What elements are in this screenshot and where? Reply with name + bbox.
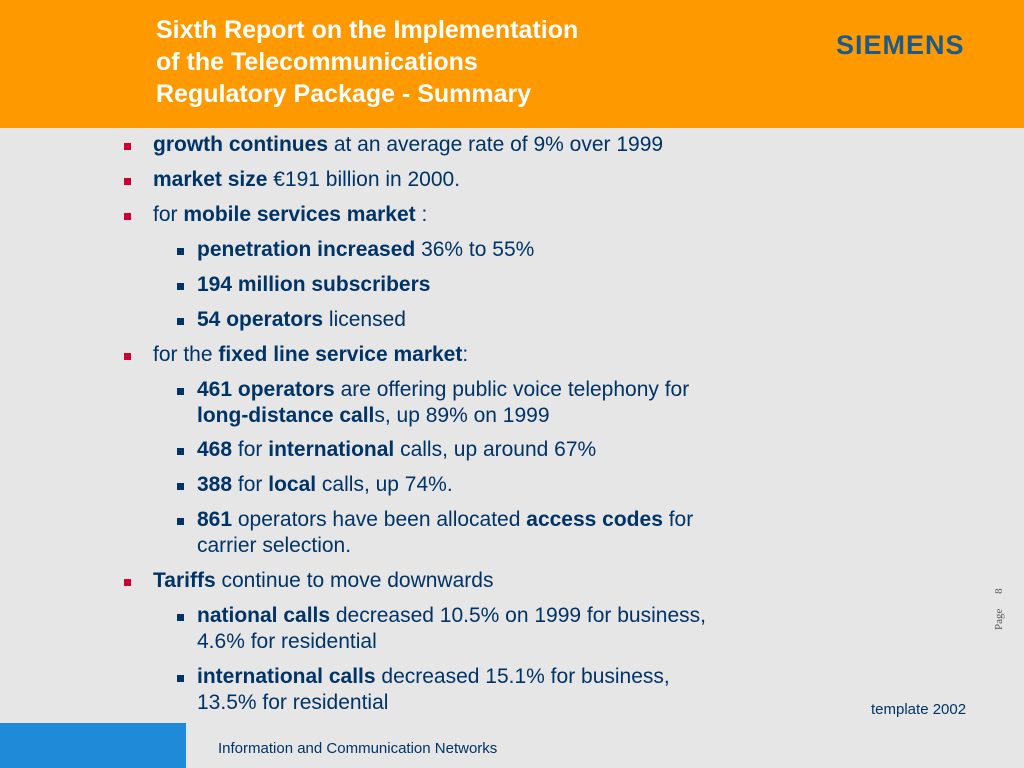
bullet-continuation: long-distance calls, up 89% on 1999 [197, 403, 550, 429]
text: at an average rate of 9% over 1999 [328, 133, 664, 156]
bold-text: market size [153, 168, 268, 191]
bold-text: long-distance call [197, 404, 375, 427]
bold-text: access codes [526, 508, 663, 531]
page-label: Page [993, 608, 1005, 630]
text: 4.6% for residential [197, 630, 377, 653]
bullet-item: market size €191 billion in 2000. [153, 167, 460, 193]
text: : [462, 343, 469, 366]
sub-bullet-marker [177, 483, 184, 490]
bold-text: international calls [197, 665, 376, 688]
bullet-item: for mobile services market : [153, 202, 427, 228]
text: continue to move downwards [215, 569, 494, 592]
bullet-marker [124, 213, 131, 220]
text: 13.5% for residential [197, 691, 389, 714]
text: operators have been allocated [232, 508, 527, 531]
sub-bullet-marker [177, 248, 184, 255]
bullet-item: for the fixed line service market: [153, 342, 468, 368]
siemens-logo: SIEMENS [836, 30, 965, 60]
sub-bullet-marker [177, 318, 184, 325]
bold-text: 468 [197, 438, 233, 461]
bold-text: 388 [197, 473, 233, 496]
text: calls, up around 67% [394, 438, 597, 461]
sub-bullet-item: 468 for international calls, up around 6… [197, 437, 596, 463]
title-line: Regulatory Package - Summary [156, 80, 532, 108]
sub-bullet-item: 861 operators have been allocated access… [197, 507, 693, 533]
sub-bullet-item: 54 operators licensed [197, 307, 406, 333]
bold-text: penetration increased [197, 238, 416, 261]
template-note: template 2002 [871, 701, 967, 718]
page-number: 8 [993, 588, 1005, 594]
bullet-marker [124, 353, 131, 360]
bold-text: 54 operators [197, 308, 324, 331]
footer-accent-block [0, 723, 186, 768]
sub-bullet-item: 388 for local calls, up 74%. [197, 472, 453, 498]
text: decreased 15.1% for business, [375, 665, 670, 688]
sub-bullet-marker [177, 388, 184, 395]
title-line: Sixth Report on the Implementation [156, 16, 579, 44]
bold-text: 861 [197, 508, 233, 531]
bullet-continuation: carrier selection. [197, 533, 351, 559]
text: calls, up 74%. [316, 473, 453, 496]
title-line: of the Telecommunications [156, 48, 478, 76]
text: licensed [323, 308, 406, 331]
sub-bullet-marker [177, 448, 184, 455]
text: are offering public voice telephony for [334, 378, 690, 401]
text: for [232, 438, 269, 461]
page-indicator: Page 8 [993, 588, 1005, 630]
footer-text: Information and Communication Networks [218, 740, 498, 757]
bullet-continuation: 13.5% for residential [197, 690, 388, 716]
bullet-item: growth continues at an average rate of 9… [153, 132, 663, 158]
text: : [415, 203, 428, 226]
sub-bullet-item: 461 operators are offering public voice … [197, 377, 689, 403]
text: decreased 10.5% on 1999 for business, [330, 604, 706, 627]
text: carrier selection. [197, 534, 352, 557]
slide-title: Sixth Report on the Implementation of th… [156, 14, 578, 110]
bold-text: 194 million subscribers [197, 273, 431, 296]
bold-text: growth continues [153, 133, 328, 156]
bold-text: 461 operators [197, 378, 335, 401]
sub-bullet-item: international calls decreased 15.1% for … [197, 664, 670, 690]
bullet-marker [124, 579, 131, 586]
bold-text: fixed line service market [218, 343, 463, 366]
bullet-marker [124, 143, 131, 150]
sub-bullet-marker [177, 518, 184, 525]
text: €191 billion in 2000. [267, 168, 461, 191]
sub-bullet-item: 194 million subscribers [197, 272, 430, 298]
text: for the [153, 343, 219, 366]
text: for [662, 508, 694, 531]
sub-bullet-item: national calls decreased 10.5% on 1999 f… [197, 603, 706, 629]
footer-bar [186, 723, 1024, 768]
bold-text: Tariffs [153, 569, 216, 592]
sub-bullet-marker [177, 675, 184, 682]
bold-text: local [268, 473, 317, 496]
sub-bullet-marker [177, 283, 184, 290]
bullet-item: Tariffs continue to move downwards [153, 568, 493, 594]
text: s, up 89% on 1999 [374, 404, 550, 427]
bold-text: mobile services market [183, 203, 416, 226]
text: 36% to 55% [415, 238, 535, 261]
header-bar: Sixth Report on the Implementation of th… [0, 0, 1024, 128]
sub-bullet-item: penetration increased 36% to 55% [197, 237, 534, 263]
bullet-marker [124, 178, 131, 185]
bold-text: international [268, 438, 395, 461]
text: for [153, 203, 184, 226]
sub-bullet-marker [177, 614, 184, 621]
text: for [232, 473, 269, 496]
bullet-continuation: 4.6% for residential [197, 629, 377, 655]
bold-text: national calls [197, 604, 331, 627]
